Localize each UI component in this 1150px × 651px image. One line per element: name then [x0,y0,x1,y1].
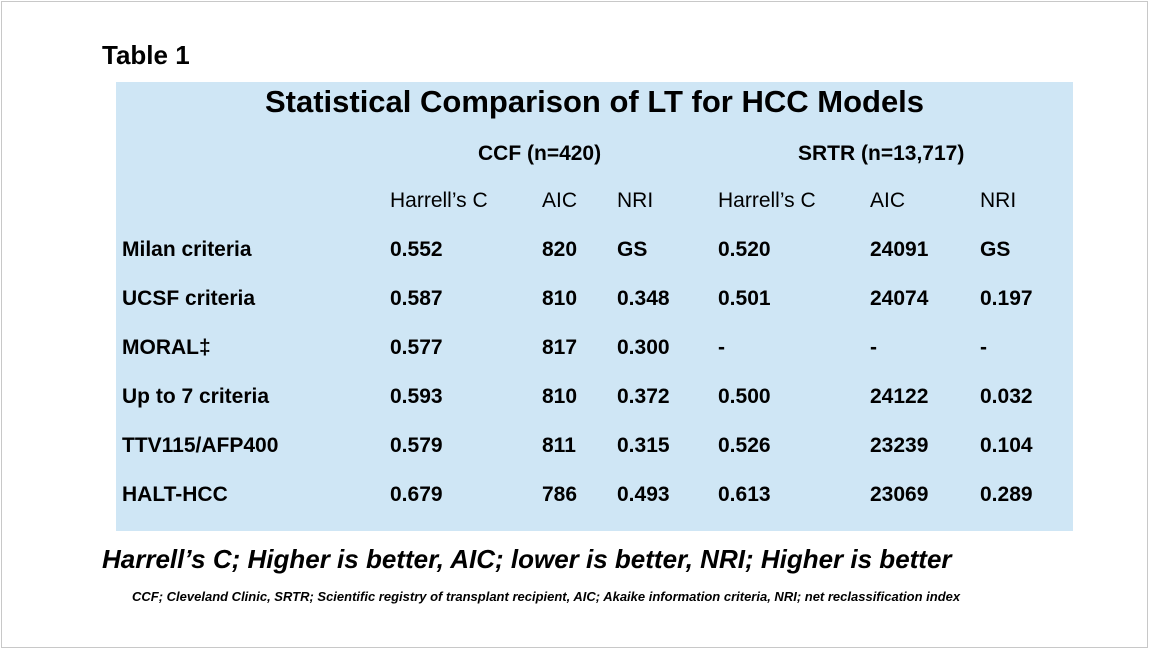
table-cell: 0.501 [718,287,771,310]
table-cell: 0.587 [390,287,443,310]
group-header-srtr: SRTR (n=13,717) [798,142,965,165]
table-cell: 0.348 [617,287,670,310]
table-cell: 0.300 [617,336,670,359]
table-cell: 0.197 [980,287,1033,310]
table-title-text: Statistical Comparison of LT for HCC Mod… [264,84,925,119]
column-header-ccf-harrells-c: Harrell’s C [390,189,488,212]
column-header-ccf-aic: AIC [542,189,578,212]
table-cell: GS [980,238,1011,261]
row-label: HALT-HCC [122,483,228,506]
table-cell: - [980,336,987,359]
table-cell: 0.104 [980,434,1033,457]
table-cell: 0.315 [617,434,670,457]
row-label: UCSF criteria [122,287,256,310]
table-cell: 0.679 [390,483,443,506]
footer-interpretation: Harrell’s C; Higher is better, AIC; lowe… [102,544,952,574]
table-cell: GS [617,238,648,261]
table-cell: 0.500 [718,385,771,408]
column-header-srtr-nri: NRI [980,189,1017,212]
group-header-ccf: CCF (n=420) [478,142,602,165]
table-cell: 817 [542,336,578,359]
table-cell: 810 [542,385,578,408]
table-cell: 0.577 [390,336,443,359]
table-cell: 0.289 [980,483,1033,506]
table-cell: 810 [542,287,578,310]
table-cell: 0.613 [718,483,771,506]
row-label: Milan criteria [122,238,252,261]
table-cell: 786 [542,483,578,506]
row-label: MORAL‡ [122,336,211,359]
table-cell: 24074 [870,287,929,310]
table-cell: 24122 [870,385,929,408]
footer-abbreviations: CCF; Cleveland Clinic, SRTR; Scientific … [132,589,961,604]
table-cell: - [718,336,725,359]
column-header-ccf-nri: NRI [617,189,654,212]
table-cell: 0.579 [390,434,443,457]
column-header-srtr-harrells-c: Harrell’s C [718,189,816,212]
table-cell: 24091 [870,238,929,261]
table-label: Table 1 [102,40,190,70]
table-cell: 0.526 [718,434,771,457]
row-label: Up to 7 criteria [122,385,270,408]
table-cell: 0.520 [718,238,771,261]
table-cell: 820 [542,238,578,261]
table-cell: 23069 [870,483,929,506]
row-label: TTV115/AFP400 [122,434,279,457]
table-cell: 0.032 [980,385,1033,408]
table-panel: Statistical Comparison of LT for HCC Mod… [116,82,1073,531]
table-cell: 0.593 [390,385,443,408]
table-title: Statistical Comparison of LT for HCC Mod… [116,83,1073,121]
table-cell: 0.552 [390,238,443,261]
table-cell: 811 [542,434,576,457]
table-cell: 23239 [870,434,929,457]
column-header-srtr-aic: AIC [870,189,906,212]
table-cell: 0.493 [617,483,670,506]
table-cell: 0.372 [617,385,670,408]
table-cell: - [870,336,877,359]
